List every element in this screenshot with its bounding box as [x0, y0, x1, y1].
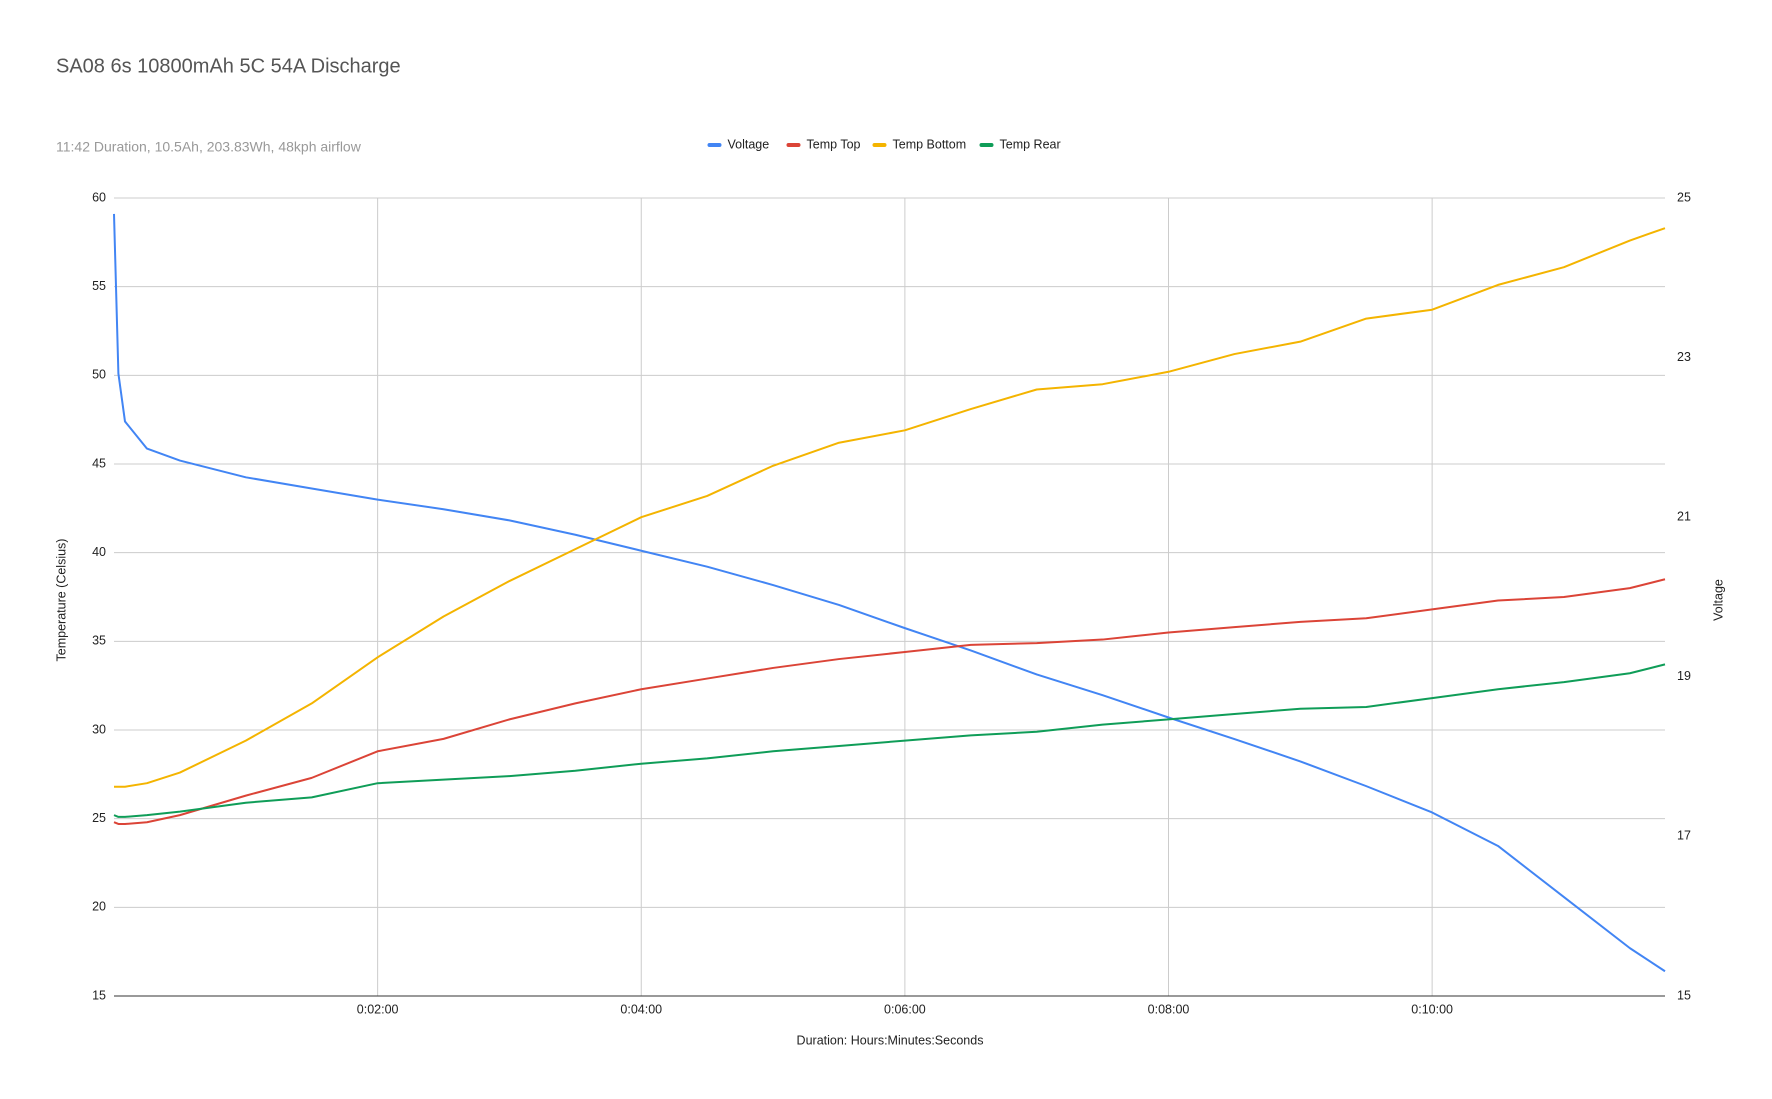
legend-label: Voltage [728, 137, 770, 151]
y-tick-label: 30 [92, 722, 106, 736]
legend-swatch [979, 143, 994, 147]
y2-tick-label: 17 [1677, 829, 1691, 843]
y-axis-label: Temperature (Celsius) [54, 539, 68, 662]
chart-subtitle: 11:42 Duration, 10.5Ah, 203.83Wh, 48kph … [56, 139, 362, 155]
x-tick-label: 0:04:00 [620, 1002, 662, 1016]
x-tick-label: 0:02:00 [357, 1002, 399, 1016]
y2-tick-label: 23 [1677, 350, 1691, 364]
y2-axis-label: Voltage [1711, 579, 1725, 621]
legend-swatch [872, 143, 887, 147]
y-tick-label: 55 [92, 279, 106, 293]
y-tick-label: 50 [92, 368, 106, 382]
legend-swatch [707, 143, 722, 147]
legend-swatch [786, 143, 801, 147]
y-tick-label: 20 [92, 900, 106, 914]
chart-title: SA08 6s 10800mAh 5C 54A Discharge [56, 55, 401, 77]
y2-tick-label: 25 [1677, 190, 1691, 204]
legend-label: Temp Bottom [893, 137, 967, 151]
legend-label: Temp Rear [1000, 137, 1061, 151]
y-tick-label: 60 [92, 190, 106, 204]
series-line [113, 578, 1666, 825]
series-line [114, 227, 1666, 788]
x-tick-label: 0:08:00 [1148, 1002, 1190, 1016]
y-tick-label: 25 [92, 811, 106, 825]
legend-label: Temp Top [807, 137, 861, 151]
y-tick-label: 45 [92, 456, 106, 470]
y2-tick-label: 15 [1677, 988, 1691, 1002]
y2-tick-label: 21 [1677, 509, 1691, 523]
x-axis-label: Duration: Hours:Minutes:Seconds [797, 1033, 984, 1047]
y-tick-label: 35 [92, 634, 106, 648]
x-tick-label: 0:10:00 [1411, 1002, 1453, 1016]
y-tick-label: 40 [92, 545, 106, 559]
y-tick-label: 15 [92, 988, 106, 1002]
y2-tick-label: 19 [1677, 669, 1691, 683]
x-tick-label: 0:06:00 [884, 1002, 926, 1016]
series-line [113, 663, 1666, 818]
series-line [113, 213, 1666, 973]
